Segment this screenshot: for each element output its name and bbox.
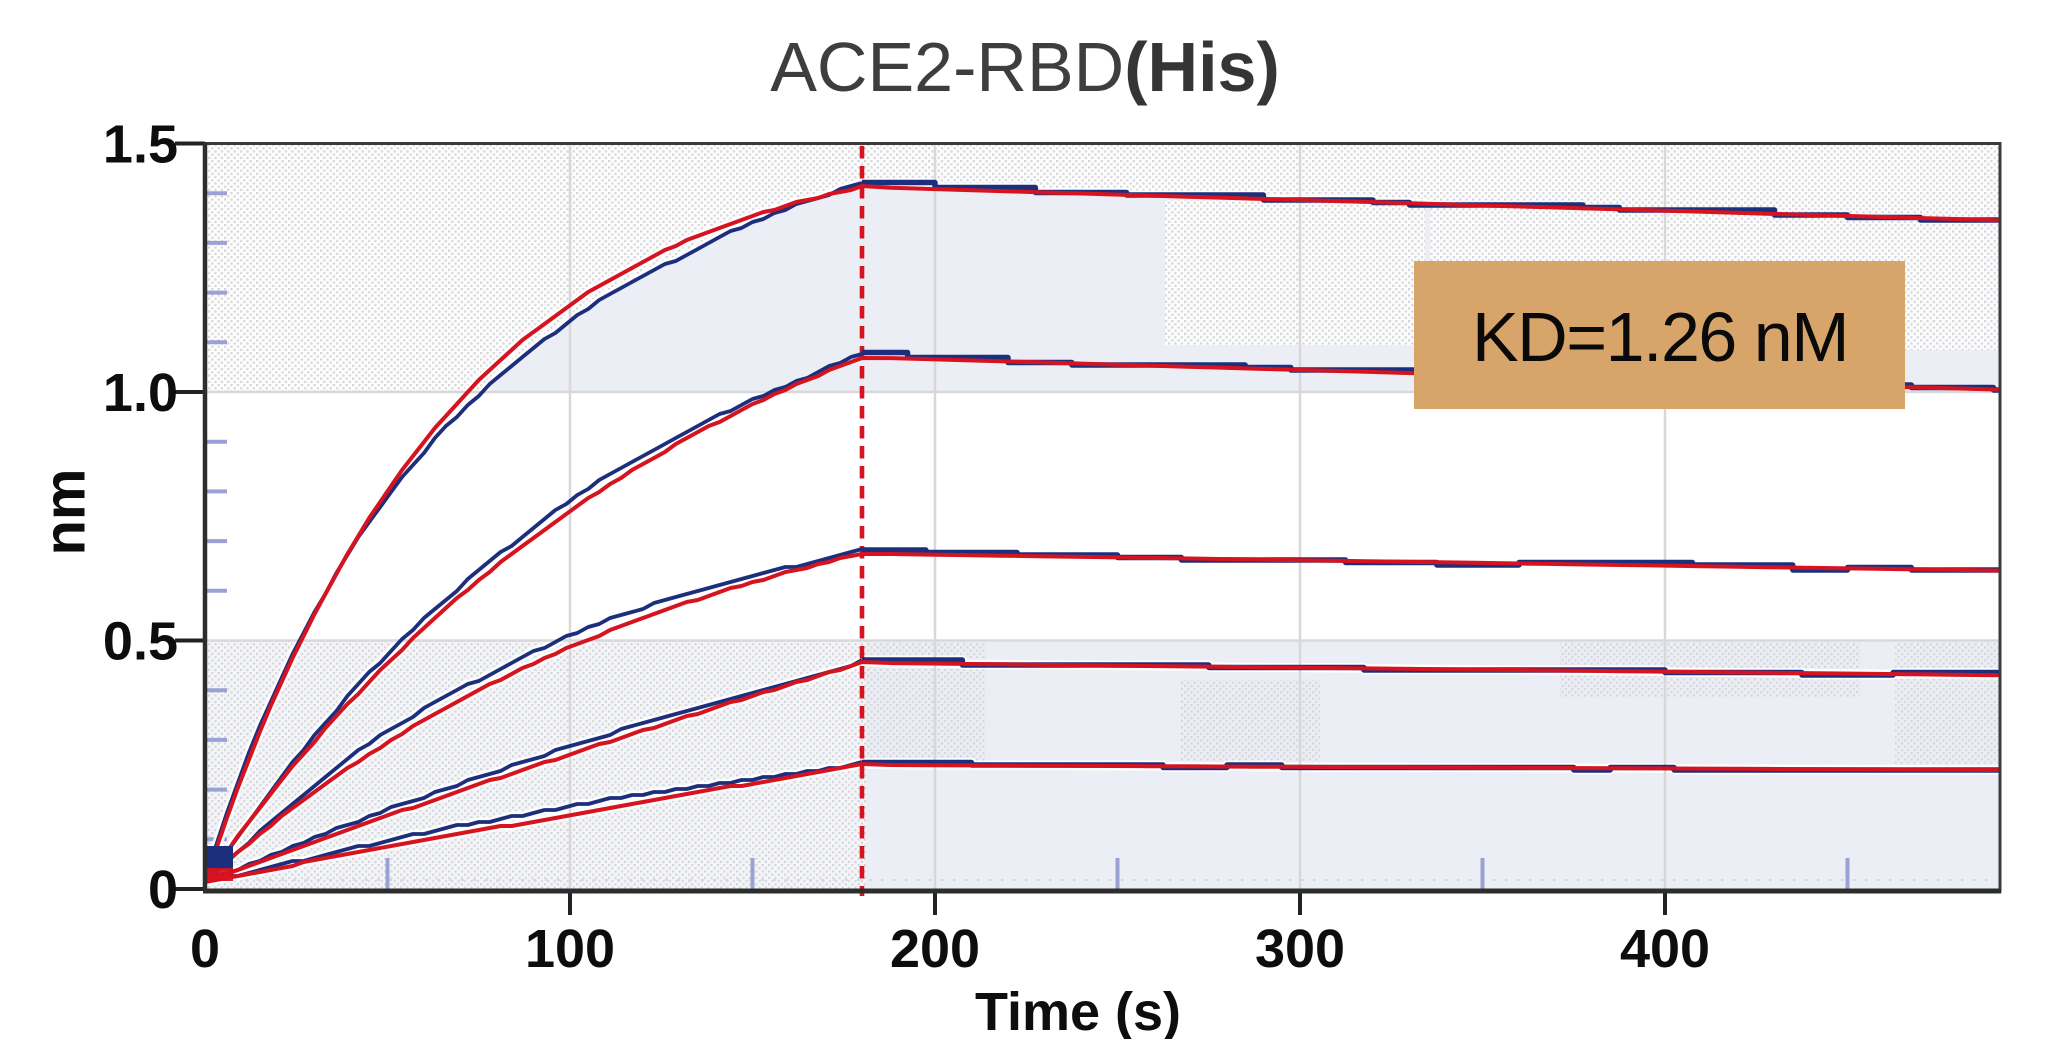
svg-text:KD=1.26 nM: KD=1.26 nM — [1472, 298, 1848, 376]
svg-text:1.5: 1.5 — [103, 115, 178, 175]
svg-text:Time (s): Time (s) — [975, 982, 1181, 1039]
svg-text:ACE2-RBD(His): ACE2-RBD(His) — [770, 28, 1280, 106]
svg-text:0: 0 — [148, 860, 178, 920]
svg-text:0: 0 — [190, 919, 220, 979]
svg-text:0.5: 0.5 — [103, 612, 178, 672]
svg-text:nm: nm — [32, 469, 97, 556]
svg-text:100: 100 — [525, 919, 615, 979]
svg-text:300: 300 — [1255, 919, 1345, 979]
svg-text:1.0: 1.0 — [103, 363, 178, 423]
svg-text:200: 200 — [890, 919, 980, 979]
svg-text:400: 400 — [1620, 919, 1710, 979]
